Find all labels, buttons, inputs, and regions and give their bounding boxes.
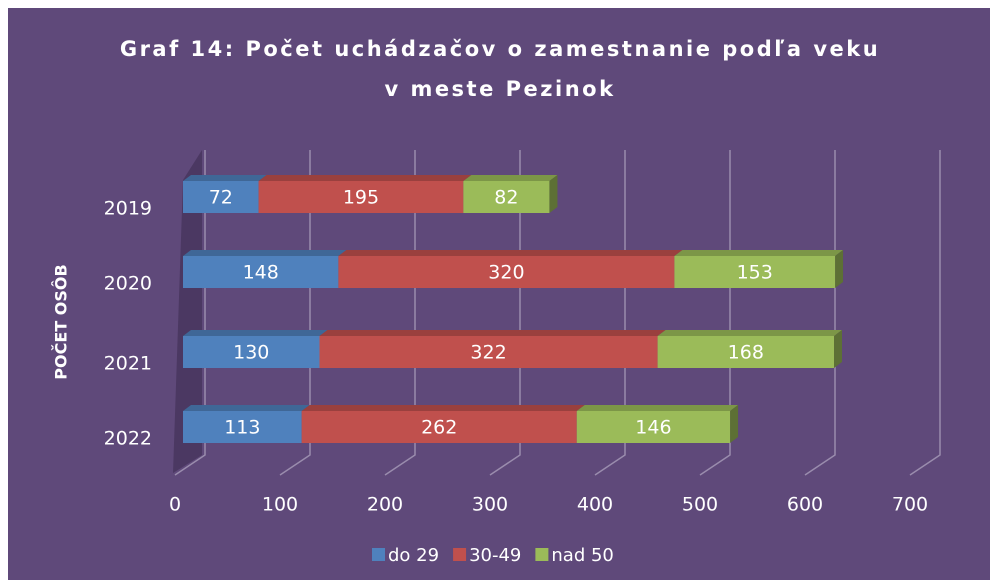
- data-label: 195: [343, 187, 379, 209]
- chart-title: Graf 14: Počet uchádzačov o zamestnanie …: [120, 37, 880, 61]
- legend-label: 30-49: [469, 545, 521, 566]
- bar-top: [338, 250, 683, 256]
- bar: [183, 181, 259, 213]
- x-tick-label: 0: [169, 494, 181, 516]
- bar: [258, 181, 464, 213]
- data-label: 113: [224, 417, 260, 439]
- bar: [576, 411, 731, 443]
- bar: [183, 411, 302, 443]
- bar-side: [834, 330, 842, 368]
- bar: [338, 256, 675, 288]
- x-tick-label: 500: [682, 494, 718, 516]
- x-tick-label: 100: [262, 494, 298, 516]
- data-label: 72: [209, 187, 233, 209]
- bar: [183, 256, 339, 288]
- bar-top: [183, 250, 347, 256]
- bar-top: [657, 330, 842, 336]
- bar: [319, 336, 658, 368]
- x-tick-label: 200: [367, 494, 403, 516]
- legend-swatch: [372, 548, 385, 561]
- x-tick-label: 700: [892, 494, 928, 516]
- data-label: 130: [233, 342, 269, 364]
- bar: [674, 256, 836, 288]
- axis-wall: [173, 150, 202, 473]
- bar: [301, 411, 577, 443]
- bar: [657, 336, 834, 368]
- data-label: 168: [728, 342, 764, 364]
- y-axis-label: POČET OSÔB: [52, 264, 71, 379]
- bar-top: [674, 250, 844, 256]
- chart-background: [8, 8, 990, 580]
- bar-top: [463, 175, 558, 181]
- data-label: 146: [635, 417, 671, 439]
- data-label: 262: [421, 417, 457, 439]
- bar: [463, 181, 550, 213]
- bar-side: [549, 175, 558, 213]
- data-label: 82: [494, 187, 518, 209]
- bar-top: [301, 405, 585, 411]
- y-tick-label: 2020: [104, 273, 152, 295]
- data-label: 148: [243, 262, 279, 284]
- bar-top: [183, 175, 267, 181]
- grid-line: [909, 150, 941, 476]
- x-tick-label: 300: [472, 494, 508, 516]
- bar-top: [319, 330, 666, 336]
- y-tick-label: 2022: [104, 428, 152, 450]
- legend-swatch: [453, 548, 467, 561]
- y-tick-label: 2021: [104, 353, 152, 375]
- data-label: 153: [737, 262, 773, 284]
- chart-title: v meste Pezinok: [384, 77, 615, 101]
- y-tick-label: 2019: [104, 198, 152, 220]
- bar-side: [730, 405, 739, 443]
- bar-top: [258, 175, 472, 181]
- legend-label: nad 50: [551, 545, 614, 566]
- data-label: 320: [488, 262, 524, 284]
- legend-label: do 29: [388, 545, 439, 566]
- x-tick-label: 600: [787, 494, 823, 516]
- data-label: 322: [470, 342, 506, 364]
- x-tick-label: 400: [577, 494, 613, 516]
- bar-top: [576, 405, 739, 411]
- legend-swatch: [535, 548, 549, 561]
- bar: [183, 336, 320, 368]
- bar-top: [183, 405, 310, 411]
- bar-side: [835, 250, 844, 288]
- bar-top: [183, 330, 328, 336]
